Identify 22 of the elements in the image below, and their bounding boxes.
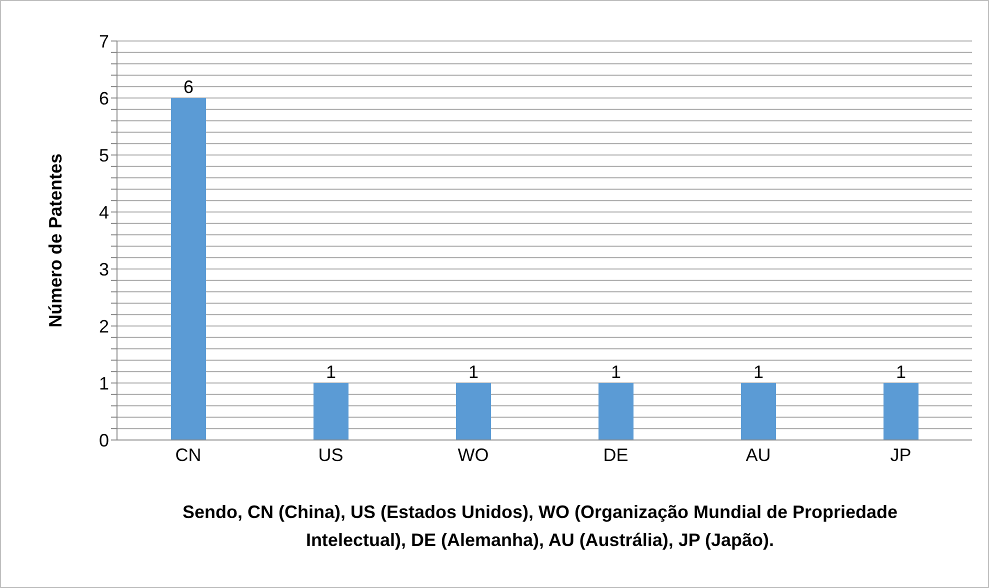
x-tick-label: US [318,444,344,465]
y-tick-label: 6 [98,88,109,108]
x-axis-title: Sendo, CN (China), US (Estados Unidos), WO (Organização Mundial de Propriedade Intelectual), DE (Alemanha), AU (Austrália), JP (Japão). [181,501,899,552]
x-tick-label: CN [175,444,202,465]
y-tick-label: 4 [98,202,109,222]
x-tick-label: AU [746,444,771,465]
data-label: 1 [610,362,622,382]
y-tick-label: 3 [98,259,109,280]
x-tick-label: WO [458,444,489,465]
data-label: 6 [183,77,194,97]
data-label: 1 [468,362,479,382]
y-tick-label: 5 [98,145,109,166]
x-tick-label: JP [890,444,912,465]
data-label: 1 [326,362,336,382]
y-tick-label: 1 [98,373,109,394]
y-tick-label: 2 [98,316,109,336]
y-tick-label: 7 [98,31,109,52]
y-axis-title: Número de Patentes [45,153,66,328]
y-tick-label: 0 [98,430,109,450]
data-label: 1 [896,362,906,382]
x-tick-label: DE [603,444,628,465]
data-label: 1 [753,362,764,382]
